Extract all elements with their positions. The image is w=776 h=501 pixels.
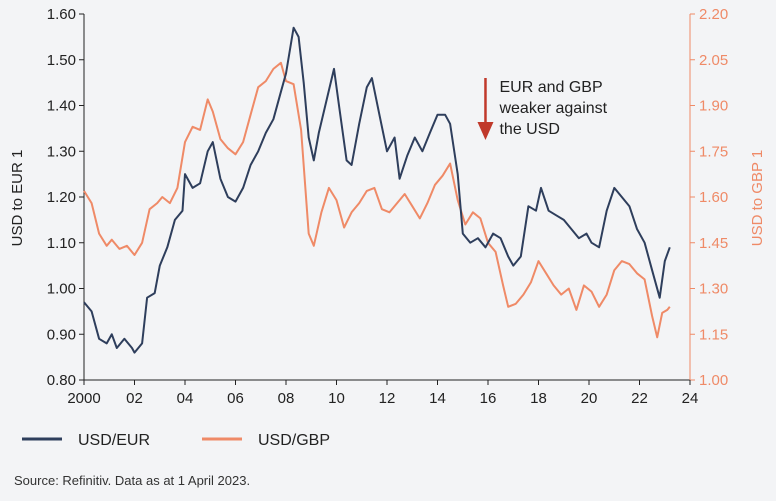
right-tick-label: 1.30 [699,281,728,298]
x-tick-label: 10 [328,390,345,407]
x-tick-label: 02 [126,390,143,407]
annotation-text-line: the USD [499,121,559,138]
series-line-usd-eur [83,26,671,354]
right-tick-label: 1.75 [699,143,728,160]
left-tick-label: 0.90 [47,326,76,343]
annotation: EUR and GBP weaker against the USD [477,78,608,140]
annotation-text-line: weaker against [498,100,607,117]
x-tick-label: 08 [278,390,295,407]
left-tick-label: 1.50 [47,52,76,69]
x-tick-label: 24 [682,390,699,407]
x-tick-label: 16 [480,390,497,407]
legend-label-usd-eur: USD/EUR [78,432,150,449]
right-tick-label: 2.20 [699,6,728,23]
series-line-usd-gbp [83,61,671,339]
right-tick-label: 1.90 [699,98,728,115]
left-tick-label: 1.40 [47,98,76,115]
left-axis-title: USD to EUR 1 [9,150,26,247]
x-tick-label: 12 [379,390,396,407]
annotation-arrow-head [477,122,494,140]
axes: 0.80 0.90 1.00 1.10 1.20 1.30 1.40 1.50 1.60 1.00… [47,6,728,407]
x-tick-label: 18 [530,390,547,407]
right-tick-label: 1.45 [699,235,728,252]
annotation-text-line: EUR and GBP [499,79,602,96]
right-tick-label: 1.00 [699,372,728,389]
x-tick-label: 06 [227,390,244,407]
right-tick-label: 1.60 [699,189,728,206]
left-tick-label: 1.20 [47,189,76,206]
source-note: Source: Refinitiv. Data as at 1 April 20… [14,473,250,488]
legend: USD/EUR USD/GBP [22,432,330,449]
left-tick-label: 1.00 [47,281,76,298]
left-tick-label: 0.80 [47,372,76,389]
legend-label-usd-gbp: USD/GBP [258,432,330,449]
x-tick-label: 22 [631,390,648,407]
x-tick-label: 20 [581,390,598,407]
right-axis-title: USD to GBP 1 [749,150,766,246]
series-layer [83,26,671,354]
left-tick-label: 1.10 [47,235,76,252]
right-tick-label: 1.15 [699,326,728,343]
right-tick-label: 2.05 [699,52,728,69]
x-tick-label: 04 [177,390,194,407]
x-tick-label: 14 [429,390,446,407]
x-tick-label: 2000 [67,390,100,407]
left-tick-label: 1.30 [47,143,76,160]
left-tick-label: 1.60 [47,6,76,23]
